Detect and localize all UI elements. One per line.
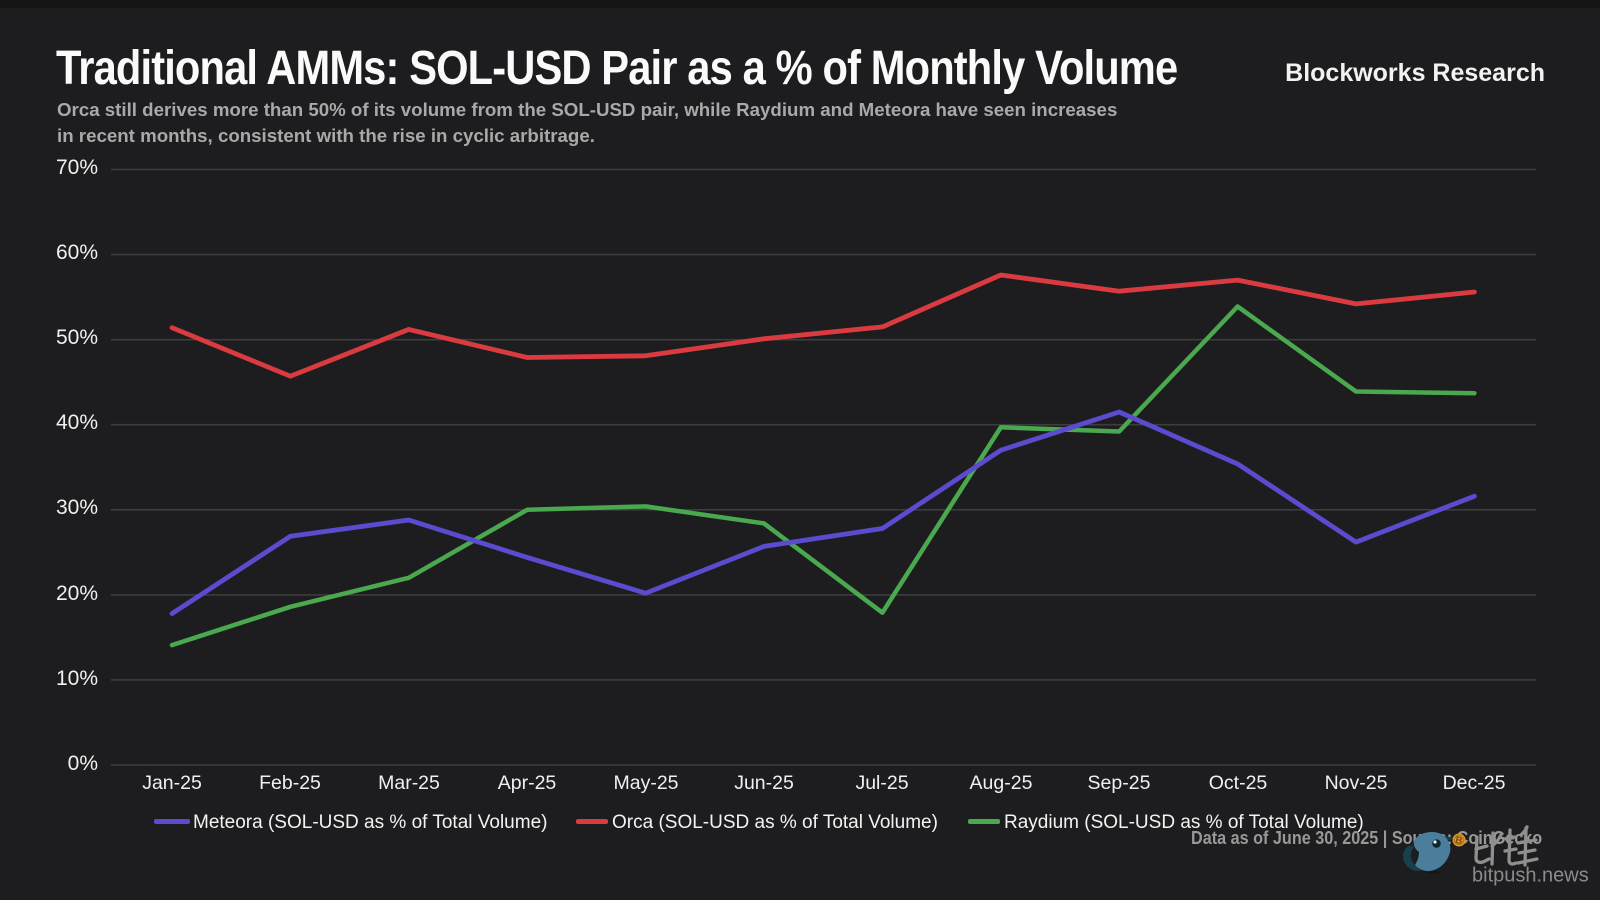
svg-text:B: B [1454, 835, 1463, 847]
svg-text:bitpush.news: bitpush.news [1472, 865, 1589, 887]
